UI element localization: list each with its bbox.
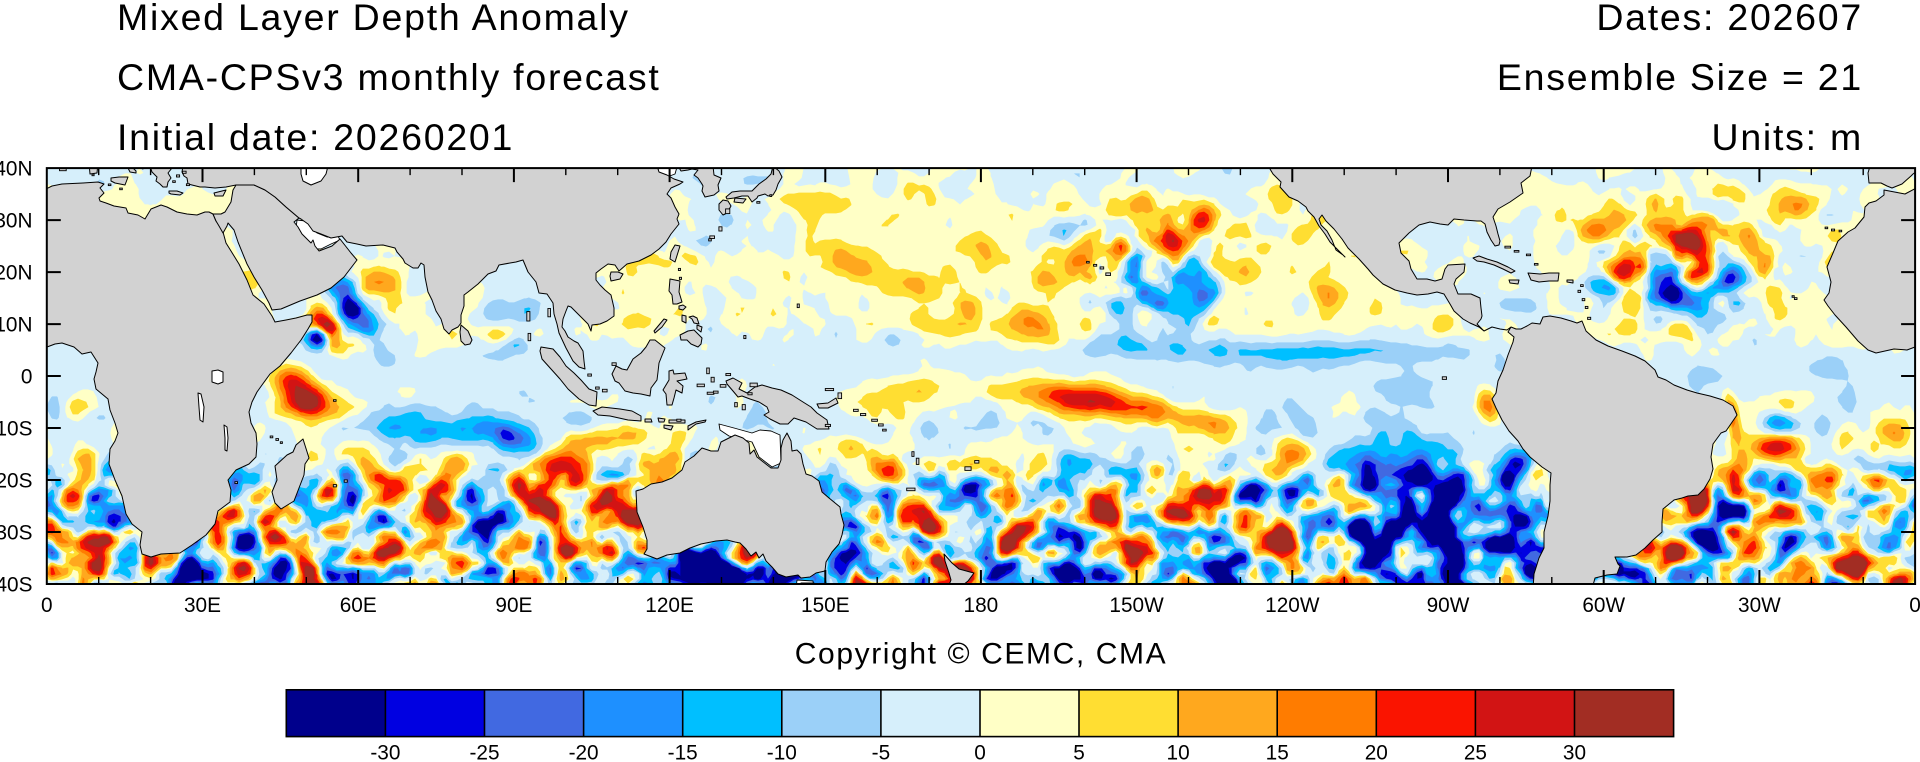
svg-text:0: 0 [1909, 594, 1920, 617]
svg-text:CMA-CPSv3 monthly forecast: CMA-CPSv3 monthly forecast [117, 56, 661, 98]
svg-text:120E: 120E [645, 594, 694, 617]
svg-text:5: 5 [1073, 742, 1085, 762]
svg-text:-20: -20 [569, 742, 599, 762]
svg-text:60E: 60E [340, 594, 377, 617]
svg-text:30W: 30W [1738, 594, 1781, 617]
svg-text:10S: 10S [0, 418, 33, 441]
svg-text:0: 0 [974, 742, 986, 762]
svg-text:-25: -25 [469, 742, 499, 762]
svg-text:Initial date: 20260201: Initial date: 20260201 [117, 116, 514, 158]
svg-text:40N: 40N [0, 158, 33, 181]
svg-text:10N: 10N [0, 314, 33, 337]
svg-text:0: 0 [41, 594, 53, 617]
svg-text:Ensemble Size = 21: Ensemble Size = 21 [1497, 56, 1863, 98]
svg-text:20S: 20S [0, 470, 33, 493]
svg-text:30S: 30S [0, 522, 33, 545]
svg-text:90E: 90E [495, 594, 532, 617]
svg-text:20N: 20N [0, 262, 33, 285]
svg-text:30E: 30E [184, 594, 221, 617]
svg-text:15: 15 [1266, 742, 1289, 762]
svg-text:120W: 120W [1265, 594, 1320, 617]
svg-text:40S: 40S [0, 574, 33, 597]
svg-text:90W: 90W [1427, 594, 1470, 617]
svg-text:25: 25 [1464, 742, 1487, 762]
svg-text:30: 30 [1563, 742, 1586, 762]
svg-text:0: 0 [21, 366, 33, 389]
svg-text:-10: -10 [767, 742, 797, 762]
svg-text:150E: 150E [801, 594, 850, 617]
svg-text:-5: -5 [872, 742, 891, 762]
svg-text:10: 10 [1167, 742, 1190, 762]
svg-text:Copyright © CEMC, CMA: Copyright © CEMC, CMA [795, 637, 1167, 670]
svg-text:-15: -15 [668, 742, 698, 762]
svg-text:150W: 150W [1109, 594, 1164, 617]
svg-text:30N: 30N [0, 210, 33, 233]
svg-text:-30: -30 [370, 742, 400, 762]
svg-text:Dates: 202607: Dates: 202607 [1596, 0, 1863, 38]
svg-text:60W: 60W [1582, 594, 1625, 617]
svg-text:Units: m: Units: m [1711, 116, 1863, 158]
svg-text:180: 180 [964, 594, 999, 617]
svg-text:Mixed Layer Depth Anomaly: Mixed Layer Depth Anomaly [117, 0, 630, 38]
svg-text:20: 20 [1365, 742, 1388, 762]
